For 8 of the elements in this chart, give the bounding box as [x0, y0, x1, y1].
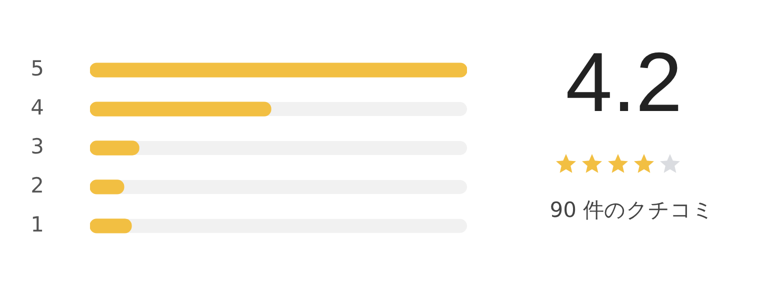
y-tick-label: 2	[30, 173, 44, 198]
y-tick-label: 4	[30, 95, 44, 120]
text: 4.2	[564, 34, 684, 131]
bar	[90, 140, 140, 156]
y-tick-label: 1	[30, 212, 44, 236]
text: 90 件のクチコミ	[548, 197, 716, 224]
y-tick-label: 3	[30, 134, 44, 158]
y-tick-label: 5	[30, 56, 44, 81]
